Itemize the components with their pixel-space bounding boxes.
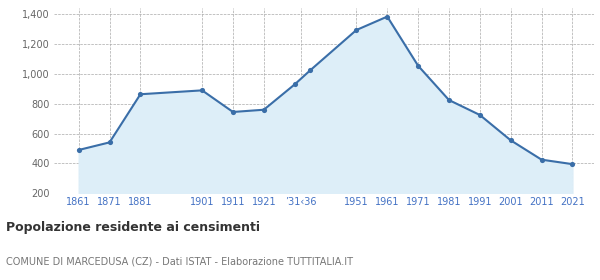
Point	[290, 82, 299, 87]
Text: Popolazione residente ai censimenti: Popolazione residente ai censimenti	[6, 221, 260, 234]
Point	[352, 28, 361, 32]
Point	[136, 92, 145, 97]
Point	[444, 98, 454, 102]
Point	[537, 157, 547, 162]
Point	[259, 108, 269, 112]
Point	[382, 14, 392, 19]
Point	[568, 162, 577, 166]
Point	[506, 138, 515, 143]
Point	[413, 64, 423, 68]
Point	[105, 140, 115, 144]
Text: COMUNE DI MARCEDUSA (CZ) - Dati ISTAT - Elaborazione TUTTITALIA.IT: COMUNE DI MARCEDUSA (CZ) - Dati ISTAT - …	[6, 256, 353, 267]
Point	[475, 113, 485, 117]
Point	[74, 148, 83, 152]
Point	[197, 88, 207, 93]
Point	[305, 68, 315, 73]
Point	[228, 110, 238, 114]
